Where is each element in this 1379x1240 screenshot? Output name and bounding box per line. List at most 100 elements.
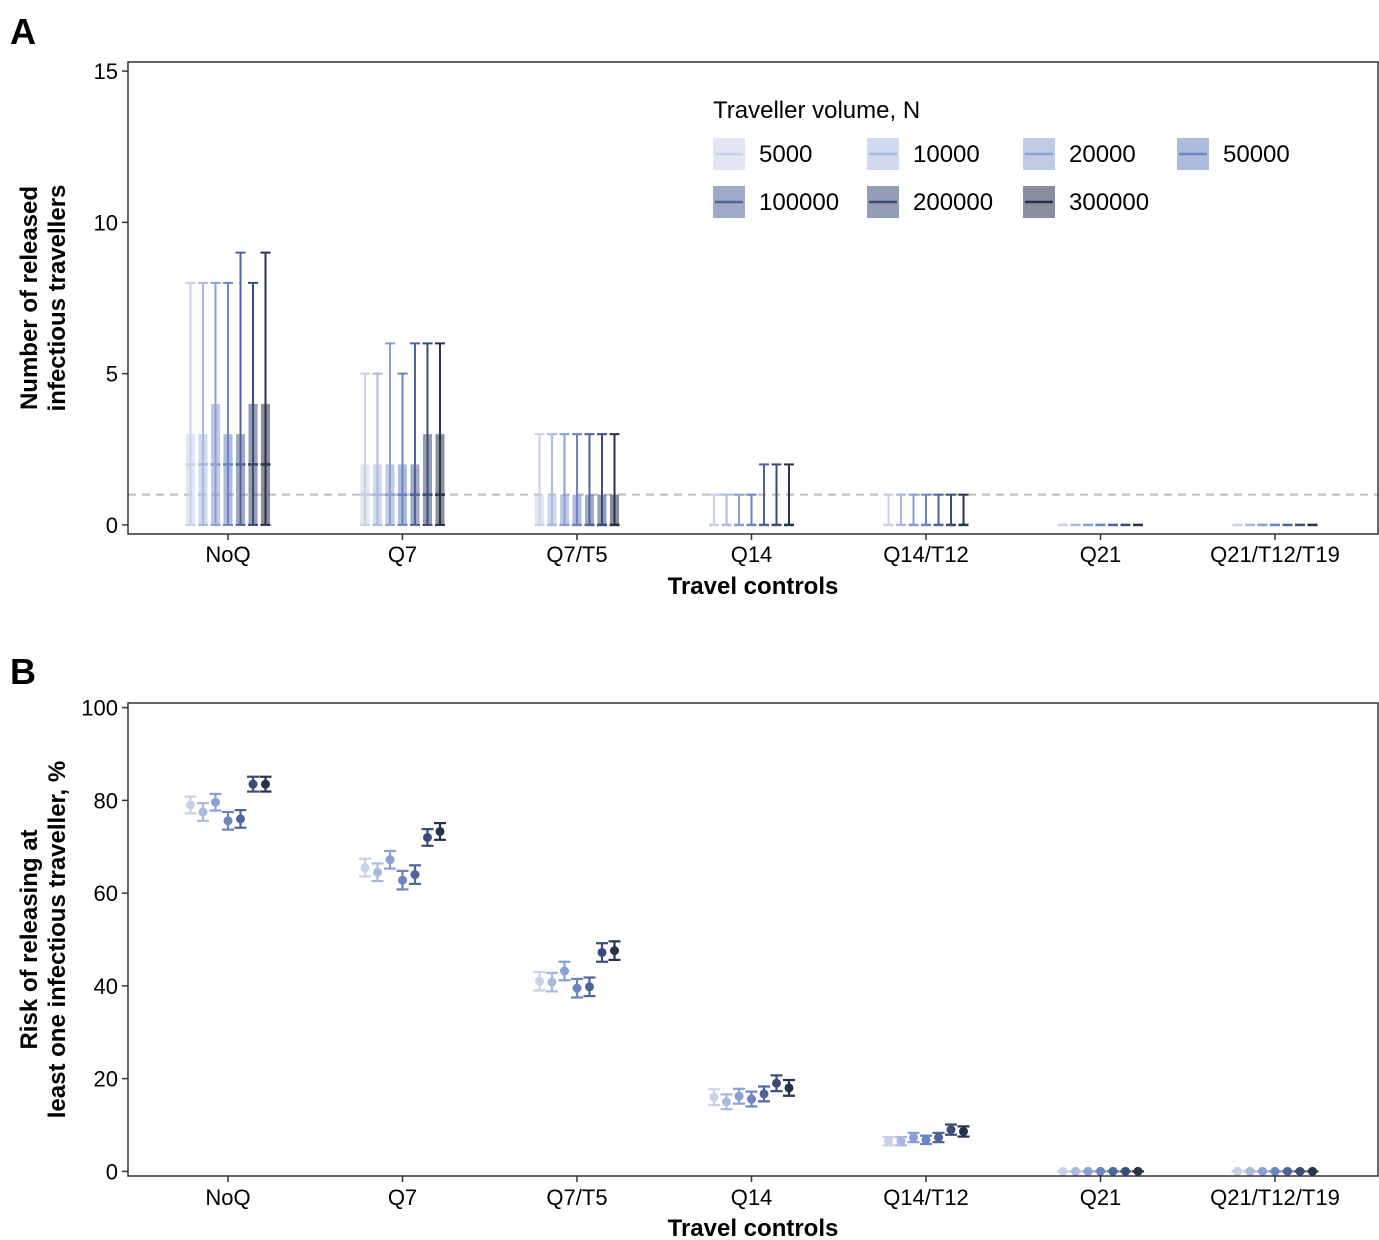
legend-item: 10000 — [867, 138, 980, 170]
x-tick-label: Q21 — [1080, 542, 1122, 567]
errorbar-dot — [560, 966, 569, 976]
box-mark — [410, 342, 420, 526]
box-mark — [746, 493, 757, 527]
errorbar-dot — [248, 779, 258, 789]
y-tick-label: 60 — [94, 881, 118, 906]
errorbar-dot — [1270, 1166, 1280, 1176]
errorbar-point — [184, 795, 197, 815]
errorbar-dot — [1308, 1166, 1317, 1176]
box-mark — [422, 342, 433, 526]
legend-label: 100000 — [759, 189, 839, 216]
errorbar-point — [396, 869, 409, 891]
panel-b-letter: B — [10, 651, 36, 692]
legend-item: 300000 — [1023, 186, 1149, 218]
box-mark — [896, 493, 906, 527]
box-mark — [709, 493, 719, 527]
legend-item: 50000 — [1177, 138, 1290, 170]
y-tick-label: 5 — [106, 362, 118, 387]
x-tick-label: Q7/T5 — [546, 542, 607, 567]
errorbar-dot — [398, 875, 407, 885]
errorbar-dot — [261, 779, 270, 789]
y-tick-label: 40 — [94, 974, 118, 999]
errorbar-dot — [946, 1125, 956, 1135]
panel-a-letter: A — [10, 11, 36, 52]
errorbar-point — [371, 862, 384, 883]
errorbar-point — [222, 810, 234, 831]
panel-b-x-axis-title: Travel controls — [668, 1215, 839, 1240]
panel-a-axes: NoQ Q7 Q7/T5 Q14 Q14/T12 Q21 Q21/T12/T19 0 5 10 15 — [94, 59, 1379, 567]
box-mark — [435, 342, 445, 526]
errorbar-dot — [1233, 1166, 1242, 1176]
errorbar-dot — [934, 1133, 943, 1143]
errorbar-point — [1057, 1166, 1069, 1176]
panel-b-axes: NoQ Q7 Q7/T5 Q14 Q14/T12 Q21 Q21/T12/T19 0 20 40 6… — [81, 696, 1379, 1210]
box-mark — [385, 342, 395, 526]
box-mark — [235, 251, 246, 526]
errorbar-point — [1269, 1166, 1281, 1176]
errorbar-dot — [1295, 1166, 1305, 1176]
errorbar-point — [259, 775, 272, 793]
legend-label: 300000 — [1069, 189, 1149, 216]
y-axis-title-line: Number of released — [16, 186, 43, 410]
errorbar-dot — [186, 800, 195, 810]
errorbar-point — [1082, 1166, 1094, 1176]
errorbar-dot — [1108, 1166, 1118, 1176]
errorbar-point — [571, 977, 583, 999]
errorbar-dot — [709, 1092, 719, 1102]
panel-a-legend: Traveller volume, N 5000 10000 20000 50000 10… — [713, 97, 1290, 218]
errorbar-point — [1107, 1166, 1119, 1176]
box-mark — [584, 433, 595, 527]
errorbar-dot — [198, 807, 208, 817]
errorbar-dot — [759, 1089, 769, 1099]
x-tick-label: Q21/T12/T19 — [1210, 1185, 1340, 1210]
box-mark — [198, 281, 208, 526]
errorbar-point — [1294, 1166, 1306, 1176]
errorbar-dot — [410, 870, 420, 880]
errorbar-dot — [360, 863, 370, 873]
panel-a: A NoQ Q7 Q7/T5 Q14 Q14/T12 Q21 Q21/T12/T19 0 5 10… — [10, 11, 1379, 600]
legend-label: 10000 — [913, 141, 980, 168]
legend-item: 5000 — [713, 138, 812, 170]
box-body — [610, 494, 619, 525]
y-tick-label: 0 — [106, 513, 118, 538]
errorbar-dot — [1283, 1166, 1292, 1176]
legend-label: 20000 — [1069, 141, 1136, 168]
x-tick-label: NoQ — [205, 542, 250, 567]
y-tick-label: 100 — [81, 696, 118, 721]
errorbar-point — [359, 857, 371, 878]
box-mark — [547, 433, 557, 527]
errorbar-point — [1256, 1166, 1269, 1176]
errorbar-dot — [909, 1133, 918, 1143]
x-tick-label: Q14 — [731, 1185, 773, 1210]
box-body — [572, 494, 582, 525]
box-mark — [908, 493, 919, 527]
y-axis-title-line: infectious travellers — [44, 185, 71, 412]
box-mark — [933, 493, 944, 527]
errorbar-point — [1094, 1166, 1107, 1176]
errorbar-point — [895, 1135, 907, 1147]
y-tick-label: 15 — [94, 59, 118, 84]
errorbar-point — [945, 1123, 957, 1136]
errorbar-dot — [1083, 1166, 1093, 1176]
errorbar-point — [558, 960, 571, 982]
errorbar-dot — [921, 1135, 931, 1145]
box-mark — [360, 372, 370, 526]
errorbar-point — [733, 1087, 745, 1105]
errorbar-dot — [896, 1136, 906, 1146]
box-mark — [771, 463, 782, 527]
errorbar-point — [234, 809, 247, 829]
box-mark — [223, 281, 233, 526]
errorbar-point — [197, 802, 209, 822]
errorbar-dot — [959, 1126, 968, 1136]
x-tick-label: Q14/T12 — [883, 542, 969, 567]
box-body — [585, 494, 594, 525]
box-mark — [534, 433, 545, 527]
errorbar-dot — [236, 814, 245, 824]
errorbar-point — [1244, 1166, 1256, 1176]
errorbar-dot — [884, 1136, 893, 1146]
errorbar-point — [957, 1125, 970, 1138]
box-mark — [759, 463, 769, 527]
errorbar-point — [434, 822, 446, 841]
errorbar-point — [907, 1131, 920, 1144]
errorbar-dot — [784, 1083, 794, 1093]
